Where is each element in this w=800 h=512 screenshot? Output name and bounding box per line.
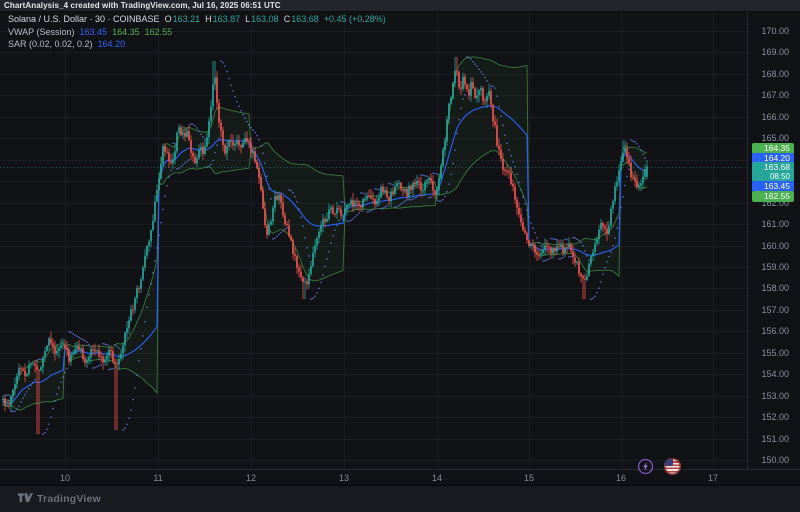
price-tick: 158.00 <box>761 283 789 294</box>
price-tick: 166.00 <box>761 111 789 122</box>
time-tick: 13 <box>338 473 350 483</box>
price-tick: 169.00 <box>761 47 789 58</box>
price-tick: 155.00 <box>761 347 789 358</box>
vwap-legend-row[interactable]: VWAP (Session) 163.45 164.35 162.55 <box>8 26 386 39</box>
flash-icon[interactable] <box>637 458 654 475</box>
time-tick: 14 <box>431 473 443 483</box>
chart-title-bar: ChartAnalysis_4 created with TradingView… <box>0 0 800 12</box>
time-tick: 11 <box>153 473 163 483</box>
price-axis[interactable]: 170.00169.00168.00167.00166.00165.00164.… <box>747 11 800 469</box>
time-tick: 16 <box>615 473 627 483</box>
price-tick: 168.00 <box>761 68 789 79</box>
ohlc-key: H <box>205 14 212 24</box>
price-tick: 159.00 <box>761 261 789 272</box>
sar-value: 164.20 <box>97 39 126 49</box>
ohlc-key: O <box>164 14 172 24</box>
price-chart-canvas[interactable] <box>0 11 748 469</box>
tradingview-logo-icon <box>18 493 33 503</box>
time-tick: 15 <box>523 473 535 483</box>
sar-value-label: 164.20 <box>752 153 794 164</box>
vwap-value: 162.55 <box>144 26 173 37</box>
price-tick: 167.00 <box>761 90 789 101</box>
price-tick: 165.00 <box>761 133 789 144</box>
vwap-upper-band-label: 164.35 <box>752 142 794 154</box>
vwap-value: 163.45 <box>79 26 108 37</box>
ohlc-value: 163.68 <box>291 14 319 24</box>
time-tick: 17 <box>707 473 719 483</box>
price-tick: 152.00 <box>761 412 789 423</box>
last-price-label: 163.68 08:50 <box>752 162 794 182</box>
symbol-title: Solana / U.S. Dollar · 30 · COINBASE <box>8 14 160 24</box>
ohlc-value: 163.87 <box>212 14 241 24</box>
us-flag-icon[interactable] <box>664 458 681 475</box>
time-axis[interactable]: 10 11 12 13 14 15 16 17 <box>0 469 800 486</box>
time-tick: 12 <box>245 473 257 483</box>
price-tick: 156.00 <box>761 326 789 337</box>
flag-canton <box>665 459 673 466</box>
price-tick: 151.00 <box>761 433 789 444</box>
tradingview-logo[interactable]: TradingView <box>18 493 101 505</box>
countdown-timer: 08:50 <box>769 172 790 181</box>
time-tick: 10 <box>59 473 71 483</box>
ohlc-key: L <box>245 14 251 24</box>
chart-title: ChartAnalysis_4 created with TradingView… <box>4 1 281 10</box>
tradingview-logo-text: TradingView <box>37 493 101 505</box>
ohlc-value: 163.08 <box>251 14 279 24</box>
ohlc-value: 163.21 <box>172 14 201 24</box>
ohlc-key: C <box>283 14 291 24</box>
vwap-value: 164.35 <box>112 26 140 37</box>
change-value: +0.45 (+0.28%) <box>323 14 386 24</box>
price-tick: 154.00 <box>761 369 789 380</box>
price-tick: 170.00 <box>761 26 789 36</box>
chart-area: Solana / U.S. Dollar · 30 · COINBASE O163… <box>0 11 748 475</box>
symbol-legend-row[interactable]: Solana / U.S. Dollar · 30 · COINBASE O163… <box>8 13 386 26</box>
vwap-value-label: 163.45 <box>752 181 794 192</box>
price-tick: 157.00 <box>761 304 789 315</box>
vwap-lower-band-label: 162.55 <box>752 191 794 202</box>
vwap-title: VWAP (Session) <box>8 26 75 37</box>
price-tick: 153.00 <box>761 390 789 401</box>
indicator-legend: Solana / U.S. Dollar · 30 · COINBASE O163… <box>8 13 386 51</box>
sar-legend-row[interactable]: SAR (0.02, 0.02, 0.2) 164.20 <box>8 38 386 51</box>
chart-corner-icons <box>637 458 681 475</box>
footer-bar: TradingView <box>0 485 800 512</box>
price-tick: 160.00 <box>761 240 789 251</box>
price-tick: 150.00 <box>761 455 789 465</box>
price-tick: 161.00 <box>761 219 789 230</box>
sar-title: SAR (0.02, 0.02, 0.2) <box>8 39 93 49</box>
price-tick: 162.00 <box>761 197 789 208</box>
